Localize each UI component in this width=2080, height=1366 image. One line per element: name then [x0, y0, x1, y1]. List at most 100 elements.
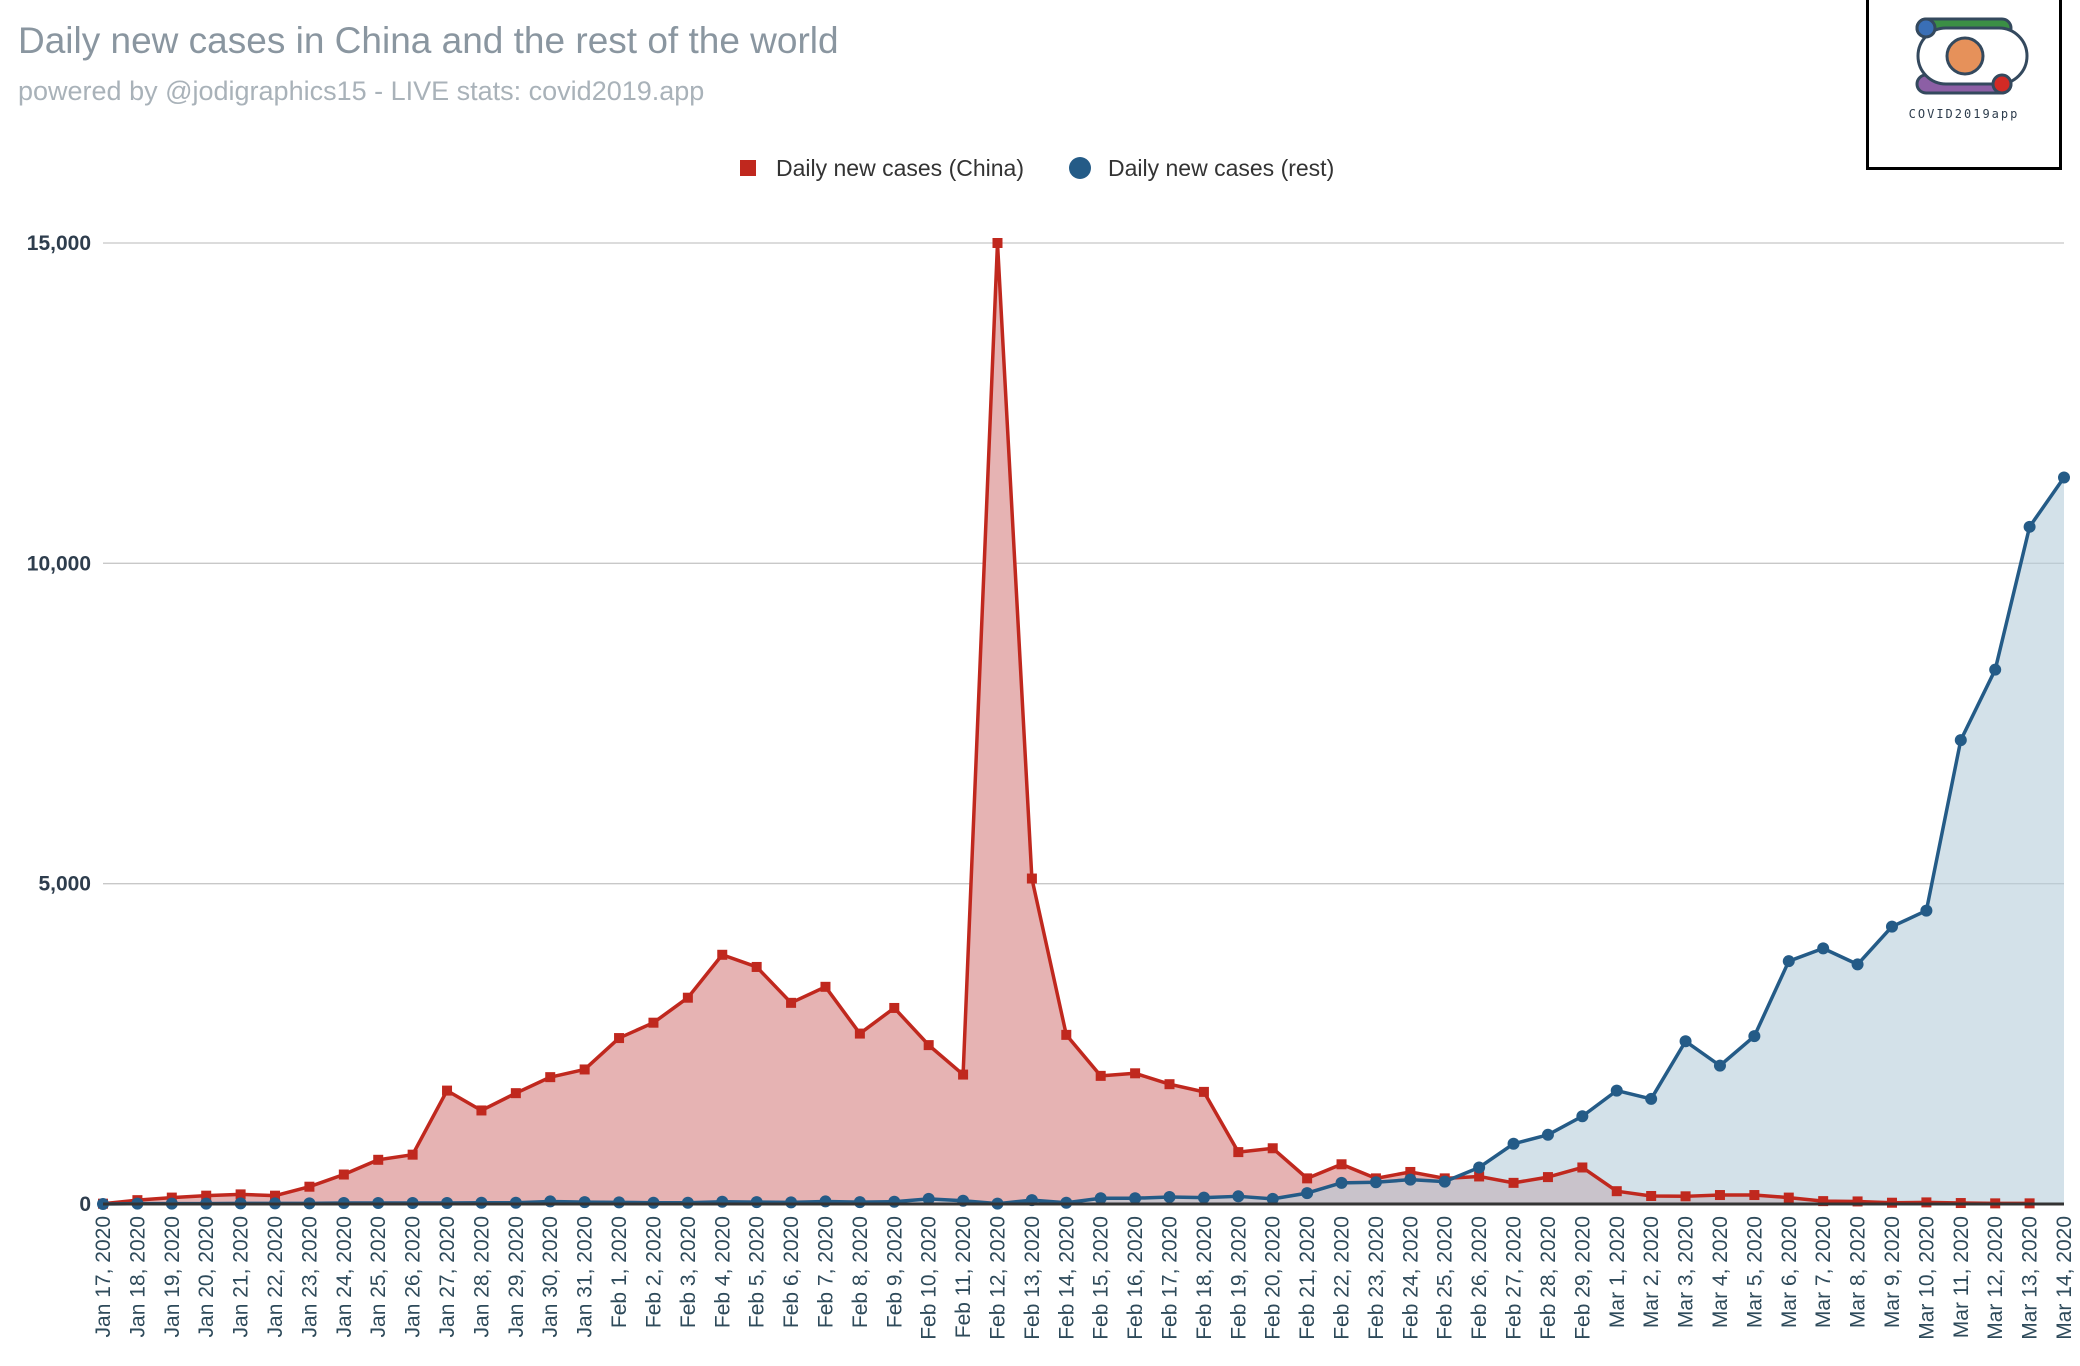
data-point-rest [750, 1196, 763, 1209]
x-tick-label: Feb 20, 2020 [1262, 1216, 1285, 1340]
data-point-china [407, 1149, 418, 1160]
data-point-rest [1851, 958, 1864, 971]
x-tick-label: Mar 1, 2020 [1606, 1216, 1629, 1328]
data-point-rest [1507, 1137, 1520, 1150]
x-tick-label: Jan 28, 2020 [470, 1216, 493, 1337]
data-point-china [1267, 1143, 1278, 1154]
x-tick-label: Feb 28, 2020 [1537, 1216, 1560, 1340]
x-tick-label: Feb 2, 2020 [642, 1216, 665, 1328]
data-point-china [545, 1072, 556, 1083]
data-point-rest [1473, 1161, 1486, 1174]
data-point-rest [1782, 955, 1795, 968]
x-tick-label: Jan 24, 2020 [333, 1216, 356, 1337]
data-point-china [166, 1192, 177, 1203]
x-tick-label: Feb 6, 2020 [780, 1216, 803, 1328]
data-point-china [1302, 1173, 1313, 1184]
data-point-rest [1301, 1187, 1314, 1200]
data-point-china [820, 981, 831, 992]
x-tick-label: Mar 8, 2020 [1847, 1216, 1870, 1328]
x-tick-label: Jan 29, 2020 [505, 1216, 528, 1337]
data-point-china [1095, 1070, 1106, 1081]
data-point-china [717, 949, 728, 960]
data-point-rest [1679, 1035, 1692, 1048]
x-tick-label: Feb 19, 2020 [1227, 1216, 1250, 1340]
x-tick-label: Feb 22, 2020 [1331, 1216, 1354, 1340]
data-point-china [510, 1088, 521, 1099]
legend-marker-rest [1069, 157, 1091, 179]
data-point-china [1061, 1029, 1072, 1040]
data-point-rest [613, 1196, 626, 1209]
data-point-china [1405, 1166, 1416, 1177]
x-tick-label: Feb 10, 2020 [918, 1216, 941, 1340]
data-point-china [579, 1064, 590, 1075]
data-point-rest [1576, 1110, 1589, 1123]
data-point-china [1542, 1172, 1553, 1183]
data-point-china [1611, 1186, 1622, 1197]
data-point-china [1577, 1162, 1588, 1173]
data-point-china [682, 992, 693, 1003]
x-tick-label: Feb 14, 2020 [1055, 1216, 1078, 1340]
x-tick-label: Mar 5, 2020 [1743, 1216, 1766, 1328]
data-point-china [786, 997, 797, 1008]
x-tick-label: Mar 10, 2020 [1915, 1216, 1938, 1340]
data-point-china [1508, 1177, 1519, 1188]
y-tick-label: 10,000 [27, 552, 91, 575]
data-point-rest [888, 1195, 901, 1208]
x-tick-label: Mar 12, 2020 [1984, 1216, 2007, 1340]
x-tick-label: Mar 9, 2020 [1881, 1216, 1904, 1328]
x-tick-label: Jan 30, 2020 [539, 1216, 562, 1337]
data-point-china [201, 1190, 212, 1201]
x-tick-label: Mar 7, 2020 [1812, 1216, 1835, 1328]
data-point-rest [853, 1196, 866, 1209]
data-point-rest [1404, 1173, 1417, 1186]
x-tick-label: Feb 29, 2020 [1571, 1216, 1594, 1340]
data-point-rest [1232, 1190, 1245, 1203]
x-tick-label: Mar 13, 2020 [2019, 1216, 2042, 1340]
x-tick-label: Mar 2, 2020 [1640, 1216, 1663, 1328]
x-tick-label: Feb 12, 2020 [986, 1216, 1009, 1340]
data-point-rest [578, 1196, 591, 1209]
x-tick-label: Feb 27, 2020 [1503, 1216, 1526, 1340]
data-point-rest [1369, 1176, 1382, 1189]
x-tick-label: Feb 1, 2020 [608, 1216, 631, 1328]
data-point-rest [544, 1195, 557, 1208]
y-tick-label: 15,000 [27, 232, 91, 255]
x-tick-label: Mar 14, 2020 [2053, 1216, 2076, 1340]
data-point-china [1783, 1192, 1794, 1203]
x-tick-label: Feb 26, 2020 [1468, 1216, 1491, 1340]
data-point-china [338, 1169, 349, 1180]
legend-label-china: Daily new cases (China) [776, 155, 1024, 181]
data-point-rest [1713, 1059, 1726, 1072]
x-tick-label: Feb 15, 2020 [1090, 1216, 1113, 1340]
x-tick-label: Jan 18, 2020 [126, 1216, 149, 1337]
data-point-rest [1954, 734, 1967, 747]
x-tick-label: Jan 27, 2020 [436, 1216, 459, 1337]
data-point-china [923, 1040, 934, 1051]
data-point-rest [1094, 1192, 1107, 1205]
x-tick-label: Feb 23, 2020 [1365, 1216, 1388, 1340]
x-tick-label: Jan 23, 2020 [298, 1216, 321, 1337]
x-tick-label: Feb 8, 2020 [849, 1216, 872, 1328]
data-point-rest [1920, 904, 1933, 917]
y-tick-label: 0 [79, 1193, 91, 1216]
data-point-china [1714, 1190, 1725, 1201]
data-point-china [1474, 1171, 1485, 1182]
x-tick-label: Jan 31, 2020 [574, 1216, 597, 1337]
covid2019app-logo[interactable]: COVID2019app [1866, 0, 2062, 170]
data-point-rest [785, 1196, 798, 1209]
x-tick-label: Feb 16, 2020 [1124, 1216, 1147, 1340]
data-point-rest [1129, 1192, 1142, 1205]
data-point-china [992, 238, 1003, 248]
logo-text: COVID2019app [1908, 107, 2020, 121]
logo-icon [1915, 17, 2029, 95]
data-point-rest [1748, 1030, 1761, 1043]
legend-marker-china [740, 160, 756, 176]
data-point-rest [1438, 1175, 1451, 1188]
data-point-rest [1645, 1092, 1658, 1105]
x-tick-label: Jan 21, 2020 [230, 1216, 253, 1337]
data-point-china [751, 961, 762, 972]
data-point-china [1233, 1147, 1244, 1158]
data-point-china [270, 1190, 281, 1201]
x-tick-label: Jan 22, 2020 [264, 1216, 287, 1337]
